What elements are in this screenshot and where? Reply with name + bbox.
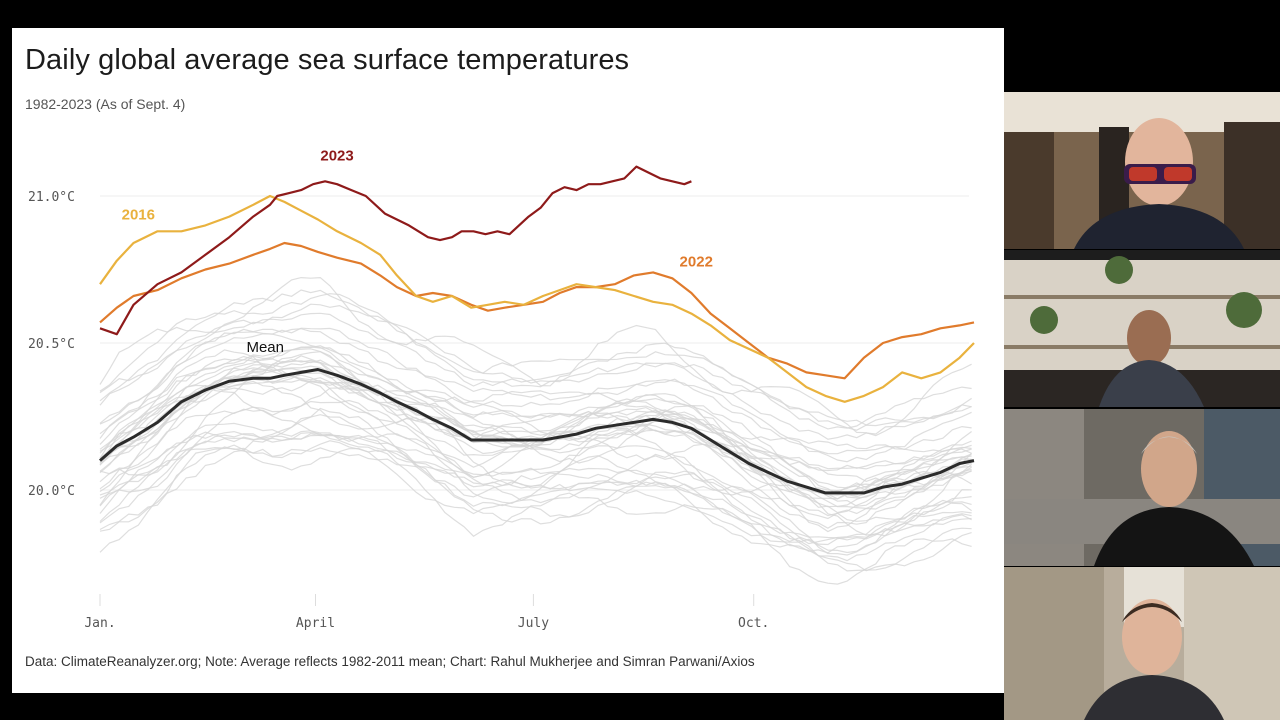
series-line-2022: [99, 241, 975, 380]
y-tick-label: 20.5°C: [28, 337, 75, 352]
background-year-line: [99, 446, 972, 546]
background-year-line: [99, 414, 972, 572]
series-label-2016: 2016: [122, 207, 155, 224]
series-label-2023: 2023: [320, 148, 353, 165]
background-year-line: [99, 293, 972, 430]
background-year-line: [99, 364, 972, 520]
participant-3-video[interactable]: [1004, 409, 1280, 566]
participant-4-video[interactable]: [1004, 567, 1280, 720]
background-year-line: [99, 312, 972, 440]
chart-source-note: Data: ClimateReanalyzer.org; Note: Avera…: [25, 654, 755, 669]
background-year-line: [99, 355, 972, 500]
background-year-line: [99, 346, 972, 472]
background-year-line: [99, 433, 972, 541]
x-tick-label: July: [518, 616, 549, 631]
y-tick-label: 21.0°C: [28, 190, 75, 205]
background-year-line: [99, 367, 972, 529]
chart-title: Daily global average sea surface tempera…: [25, 44, 630, 76]
shared-slide: 21.0°C 20.5°C 20.0°C Jan. April July Oct. 2022 2…: [12, 28, 1004, 693]
participant-2-video[interactable]: [1004, 250, 1280, 407]
participant-3-image: [1004, 409, 1280, 566]
y-tick-label: 20.0°C: [28, 484, 75, 499]
x-tick-label: Jan.: [84, 616, 115, 631]
chart-subtitle: 1982-2023 (As of Sept. 4): [25, 96, 186, 112]
background-year-line: [99, 327, 972, 455]
background-year-line: [99, 430, 972, 545]
background-year-line: [99, 380, 972, 533]
x-tick-label: Oct.: [738, 616, 769, 631]
series-label-mean: Mean: [246, 339, 284, 356]
background-year-line: [99, 365, 972, 495]
participant-1-video[interactable]: [1004, 92, 1280, 249]
background-year-line: [99, 289, 972, 431]
background-year-line: [99, 349, 972, 507]
participant-4-image: [1004, 567, 1280, 720]
participant-2-image: [1004, 250, 1280, 407]
background-year-line: [99, 276, 972, 437]
background-year-line: [99, 328, 972, 463]
background-year-line: [99, 303, 972, 426]
x-tick-label: April: [296, 616, 335, 631]
series-label-2022: 2022: [680, 254, 713, 271]
series-line-mean: [99, 368, 975, 495]
series-line-2023: [99, 165, 692, 336]
background-year-line: [99, 331, 972, 453]
background-year-line: [99, 444, 972, 585]
background-year-line: [99, 348, 972, 488]
background-year-line: [99, 380, 973, 510]
sst-chart: 21.0°C 20.5°C 20.0°C Jan. April July Oct. 2022 2…: [28, 148, 975, 631]
background-year-line: [99, 406, 972, 556]
background-year-line: [99, 433, 972, 562]
series-line-2016: [99, 194, 975, 403]
background-year-line: [99, 345, 972, 489]
background-year-line: [99, 407, 972, 554]
participant-1-image: [1004, 92, 1280, 249]
